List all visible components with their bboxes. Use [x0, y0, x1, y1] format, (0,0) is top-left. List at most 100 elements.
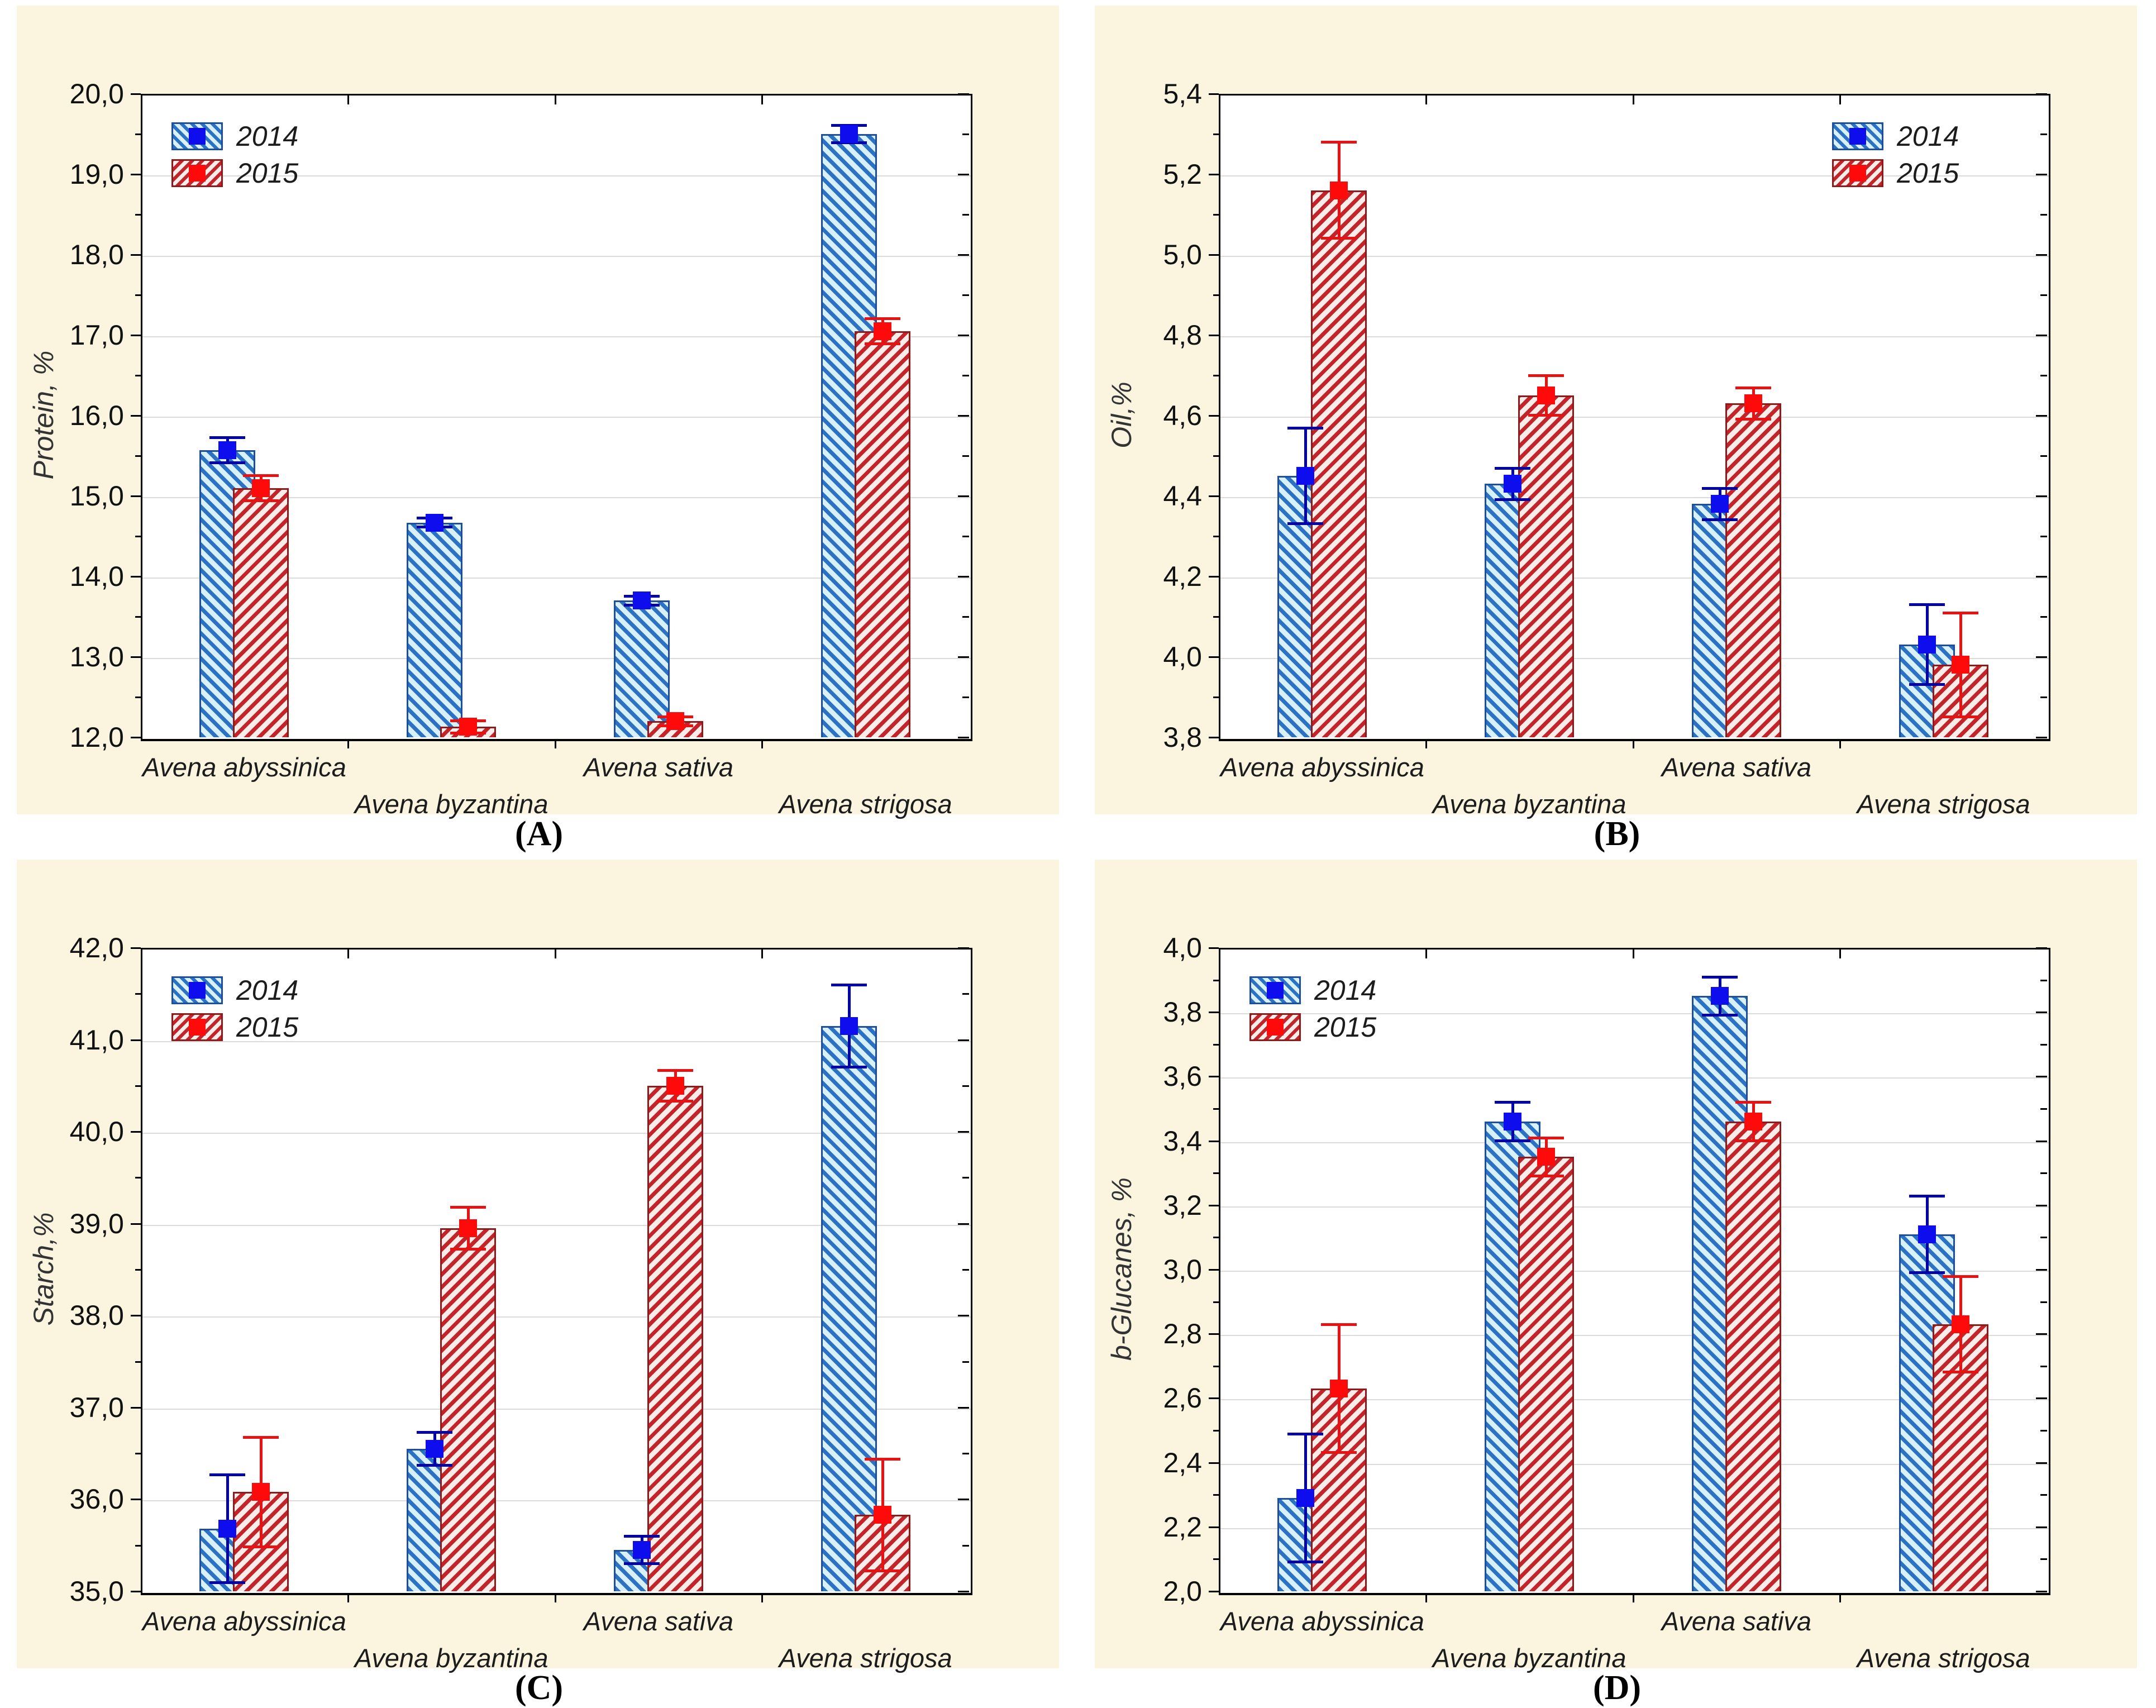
x-category-label: Avena sativa — [1661, 1606, 1812, 1636]
bar-A-2014-2 — [613, 600, 670, 737]
y-axis-minor-tick — [1213, 294, 1219, 296]
x-axis-boundary-tick — [1632, 1594, 1634, 1602]
error-bar-cap-top — [1701, 486, 1738, 490]
x-axis-boundary-tick — [1839, 740, 1842, 748]
y-tick-label: 12,0 — [69, 722, 124, 753]
y-axis-right-major-tick — [2036, 656, 2047, 658]
y-axis-right-minor-tick — [2040, 375, 2047, 376]
mean-marker — [1330, 181, 1348, 199]
error-bar-cap-top — [209, 1473, 246, 1476]
y-axis-right-major-tick — [2036, 737, 2047, 738]
x-category-label: Avena byzantina — [354, 789, 548, 819]
y-axis-major-tick — [131, 737, 141, 738]
caption-B: (B) — [1594, 815, 1640, 853]
y-tick-label: 3,6 — [1163, 1061, 1202, 1092]
y-axis-major-tick — [1209, 1076, 1219, 1078]
y-axis-major-tick — [1209, 656, 1219, 658]
legend-marker-icon — [189, 982, 206, 999]
error-bar-cap-top — [831, 983, 867, 986]
error-bar-cap-top — [209, 436, 246, 439]
error-bar-cap-bottom — [209, 1581, 246, 1585]
y-axis-major-tick — [131, 1406, 141, 1409]
y-axis-minor-tick — [1213, 1558, 1219, 1561]
caption-A: (A) — [514, 815, 564, 853]
legend-entry-2015: 2015 — [1249, 1010, 1434, 1047]
y-axis-major-tick — [131, 947, 141, 949]
y-axis-right-major-tick — [958, 415, 969, 417]
legend-entry-2014: 2014 — [1832, 119, 2016, 156]
y-tick-label: 41,0 — [69, 1024, 124, 1056]
y-axis-major-tick — [1209, 93, 1219, 95]
y-axis-major-tick — [1209, 576, 1219, 578]
y-axis-major-tick — [1209, 495, 1219, 497]
y-axis-minor-tick — [135, 616, 141, 618]
error-bar-cap-bottom — [1909, 1271, 1945, 1274]
gridline — [1220, 1142, 2049, 1143]
y-axis-minor-tick — [1213, 375, 1219, 376]
error-bar-cap-top — [1909, 1194, 1945, 1197]
y-axis-minor-tick — [135, 375, 141, 376]
error-bar-cap-top — [623, 1535, 660, 1538]
y-tick-label: 5,4 — [1163, 78, 1202, 109]
mean-marker — [1951, 1315, 1969, 1333]
gridline — [1220, 1528, 2049, 1529]
legend-label: 2015 — [1897, 158, 1959, 189]
x-axis-boundary-tick — [1425, 1594, 1427, 1602]
y-axis-major-tick — [131, 1591, 141, 1592]
y-axis-major-tick — [131, 1131, 141, 1133]
gridline — [1220, 497, 2049, 498]
y-tick-label: 5,2 — [1163, 159, 1202, 190]
y-tick-label: 37,0 — [69, 1391, 124, 1423]
error-bar-cap-bottom — [831, 1065, 867, 1068]
caption-D: (D) — [1592, 1669, 1642, 1707]
y-tick-label: 5,0 — [1163, 239, 1202, 270]
x-axis-boundary-tick — [1839, 1594, 1842, 1602]
y-axis-right-minor-tick — [2040, 1365, 2047, 1367]
y-axis-right-major-tick — [2036, 1397, 2047, 1400]
legend-label: 2015 — [1314, 1012, 1377, 1043]
y-axis-right-major-tick — [958, 737, 969, 738]
gridline — [1220, 1271, 2049, 1272]
y-axis-right-major-tick — [958, 1223, 969, 1225]
subfigure-A: 20,0 19,0 18,0 17,0 16,0 15,0 14,0 13,0 12,0 Aven… — [0, 0, 1078, 853]
error-bar-cap-bottom — [1321, 237, 1357, 240]
error-bar-cap-bottom — [657, 1099, 693, 1103]
x-axis-top-boundary-tick — [347, 950, 349, 958]
bar-C-2015-1 — [440, 1228, 497, 1591]
legend-entry-2014: 2014 — [171, 973, 356, 1010]
mean-marker — [1504, 475, 1522, 493]
y-axis-right-minor-tick — [962, 1361, 969, 1363]
y-axis-minor-tick — [1213, 979, 1219, 981]
y-axis-minor-tick — [1213, 536, 1219, 537]
y-axis-right-minor-tick — [2040, 536, 2047, 537]
y-axis-right-minor-tick — [2040, 1301, 2047, 1303]
y-axis-right-minor-tick — [962, 375, 969, 376]
y-axis-major-tick — [1209, 1140, 1219, 1142]
y-axis-right-minor-tick — [962, 616, 969, 618]
y-axis-minor-tick — [135, 1453, 141, 1455]
y-tick-label: 4,4 — [1163, 480, 1202, 512]
y-axis-right-minor-tick — [962, 536, 969, 537]
x-axis-top-boundary-tick — [1632, 96, 1634, 104]
bar-B-2015-1 — [1518, 395, 1575, 737]
y-axis-minor-tick — [135, 1085, 141, 1087]
subfigure-B: 5,4 5,2 5,0 4,8 4,6 4,4 4,2 4,0 3,8 Avena abyssin… — [1078, 0, 2156, 853]
y-axis-right-major-tick — [2036, 174, 2047, 175]
y-axis-right-major-tick — [2036, 1269, 2047, 1271]
y-axis-minor-tick — [1213, 1365, 1219, 1367]
y-axis-right-major-tick — [2036, 93, 2047, 95]
mean-marker — [1537, 387, 1556, 404]
y-axis-minor-tick — [135, 214, 141, 216]
x-category-label: Avena byzantina — [1432, 1643, 1626, 1673]
mean-marker — [1504, 1113, 1522, 1131]
y-tick-label: 4,0 — [1163, 641, 1202, 672]
x-category-label: Avena abyssinica — [142, 752, 346, 782]
gridline — [142, 658, 971, 659]
legend-entry-2015: 2015 — [1832, 156, 2016, 193]
y-axis-right-minor-tick — [962, 214, 969, 216]
y-axis-right-minor-tick — [962, 1544, 969, 1547]
y-axis-right-major-tick — [2036, 1462, 2047, 1464]
x-category-label: Avena strigosa — [1857, 789, 2030, 819]
gridline — [142, 175, 971, 176]
mean-marker — [632, 591, 651, 610]
